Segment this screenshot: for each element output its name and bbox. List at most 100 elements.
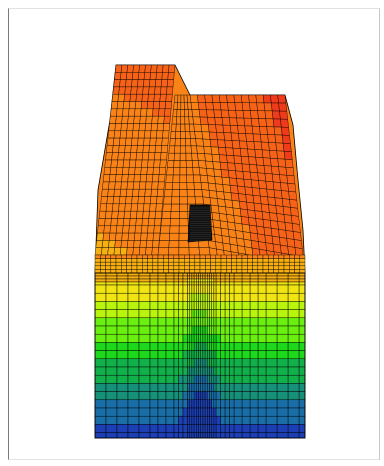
mesh-cell — [136, 254, 143, 259]
mesh-cell — [138, 399, 151, 409]
mesh-cell — [105, 383, 118, 392]
mesh-cell — [165, 366, 175, 376]
mesh-cell — [215, 366, 221, 376]
mesh-cell — [115, 225, 124, 234]
mesh-cell — [241, 399, 251, 409]
mesh-cell — [205, 254, 211, 259]
mesh-cell — [138, 247, 147, 256]
mesh-cell — [124, 203, 132, 212]
mesh-cell — [191, 374, 195, 384]
mesh-cell — [224, 278, 230, 283]
mesh-cell — [256, 164, 266, 174]
mesh-cell — [147, 262, 154, 266]
mesh-cell — [136, 203, 145, 212]
mesh-cell — [260, 203, 270, 213]
mesh-cell — [224, 309, 230, 319]
mesh-cell — [173, 292, 179, 302]
mesh-cell — [94, 301, 107, 310]
mesh-cell — [165, 317, 175, 327]
mesh-cell — [178, 383, 184, 392]
mesh-cell — [257, 254, 264, 259]
mesh-cell — [178, 391, 184, 401]
mesh-cell — [178, 247, 190, 256]
mesh-cell — [191, 278, 195, 283]
mesh-cell — [149, 301, 159, 310]
mesh-cell — [204, 309, 208, 319]
mesh-cell — [105, 301, 118, 310]
mesh-cell — [110, 101, 119, 110]
mesh-cell — [298, 301, 306, 310]
mesh-cell — [287, 424, 300, 433]
mesh-cell — [176, 102, 182, 110]
mesh-cell — [236, 117, 246, 127]
mesh-cell — [119, 247, 128, 256]
mesh-cell — [236, 269, 243, 274]
mesh-cell — [100, 258, 106, 263]
mesh-cell — [182, 281, 188, 286]
mesh-cell — [224, 301, 230, 310]
mesh-cell — [105, 342, 118, 351]
mesh-cell — [106, 196, 115, 205]
mesh-cell — [116, 374, 129, 384]
mesh-cell — [100, 265, 106, 270]
mesh-cell — [229, 415, 235, 425]
mesh-cell — [265, 383, 278, 392]
mesh-cell — [257, 309, 267, 319]
mesh-cell — [257, 172, 267, 182]
mesh-cell — [194, 196, 204, 205]
mesh-cell — [202, 350, 206, 360]
mesh-cell — [196, 284, 199, 294]
mesh-cell — [220, 265, 227, 270]
mesh-cell — [235, 170, 245, 180]
mesh-cell — [229, 399, 235, 409]
mesh-cell — [140, 101, 149, 110]
mesh-cell — [265, 180, 275, 191]
mesh-cell — [94, 247, 103, 256]
mesh-cell — [114, 240, 122, 248]
mesh-cell — [152, 232, 161, 241]
mesh-cell — [287, 415, 300, 425]
mesh-cell — [178, 399, 184, 409]
mesh-cell — [280, 182, 289, 192]
mesh-cell — [246, 201, 256, 211]
mesh-cell — [287, 278, 300, 283]
mesh-cell — [221, 117, 231, 126]
mesh-cell — [251, 187, 261, 197]
mesh-cell — [276, 358, 289, 368]
mesh-cell — [197, 160, 207, 169]
mesh-cell — [213, 358, 217, 368]
mesh-cell — [282, 206, 292, 216]
mesh-cell — [209, 366, 212, 376]
mesh-cell — [205, 265, 211, 270]
mesh-cell — [189, 325, 193, 335]
mesh-cell — [215, 325, 221, 335]
mesh-cell — [252, 133, 262, 143]
mesh-cell — [191, 391, 195, 401]
mesh-cell — [105, 374, 118, 384]
mesh-cell — [257, 110, 267, 119]
mesh-cell — [262, 265, 269, 270]
mesh-cell — [94, 281, 107, 286]
mesh-cell — [241, 163, 251, 173]
mesh-cell — [133, 232, 142, 241]
mesh-cell — [262, 157, 272, 167]
mesh-cell — [165, 415, 175, 425]
mesh-cell — [182, 292, 188, 302]
mesh-cell — [233, 383, 243, 392]
mesh-cell — [193, 325, 197, 335]
mesh-cell — [149, 432, 159, 439]
mesh-cell — [224, 199, 234, 209]
mesh-cell — [198, 399, 201, 409]
mesh-cell — [247, 148, 256, 158]
mesh-cell — [241, 317, 251, 327]
mesh-cell — [149, 325, 159, 335]
mesh-cell — [193, 292, 197, 302]
mesh-cell — [157, 254, 164, 259]
mesh-cell — [233, 281, 243, 286]
mesh-cell — [157, 432, 167, 439]
mesh-cell — [149, 79, 157, 88]
mesh-cell — [127, 424, 140, 433]
mesh-cell — [274, 197, 284, 207]
mesh-cell — [191, 301, 195, 310]
